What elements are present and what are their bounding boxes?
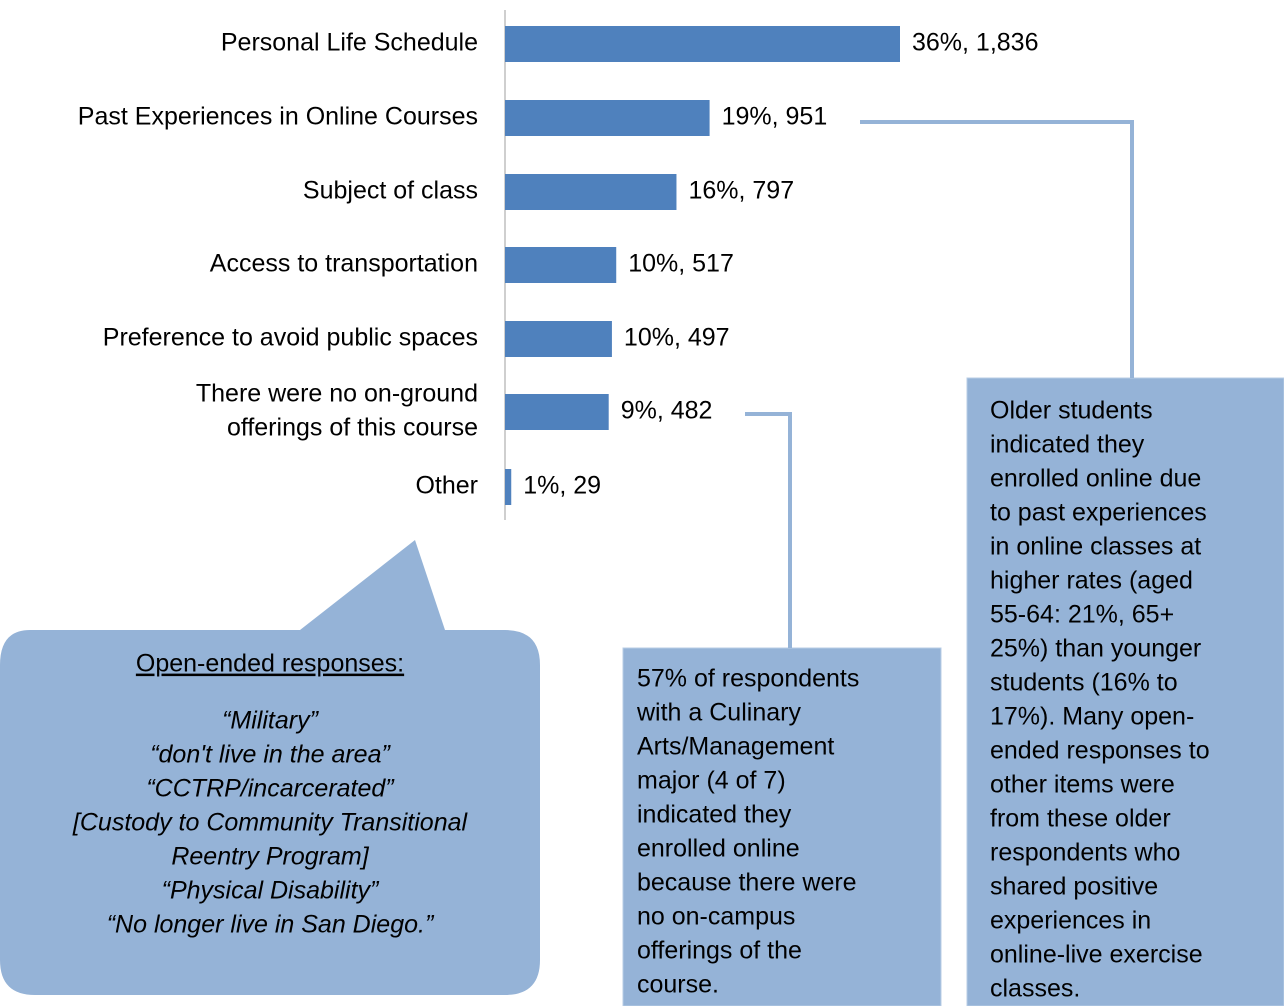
callout-line: shared positive	[990, 873, 1158, 901]
callout-line: 17%). Many open-	[990, 703, 1194, 731]
callout-line: with a Culinary	[636, 699, 801, 727]
value-label: 10%, 517	[628, 250, 734, 278]
callout-line: 55-64: 21%, 65+	[990, 601, 1174, 629]
bar	[505, 26, 900, 62]
value-label: 36%, 1,836	[912, 29, 1039, 57]
category-label: There were no on-ground	[196, 380, 478, 408]
callout-line: to past experiences	[990, 499, 1207, 527]
callout-line: higher rates (aged	[990, 567, 1193, 595]
category-label: Personal Life Schedule	[221, 29, 478, 57]
connector	[745, 412, 792, 648]
bar	[505, 469, 512, 505]
callout-line: “Physical Disability”	[162, 877, 380, 905]
callout-line: course.	[637, 971, 719, 999]
callout-line: experiences in	[990, 907, 1151, 935]
callout-line: Reentry Program]	[171, 843, 369, 871]
callout-line: online-live exercise	[990, 941, 1203, 969]
callout-line: “CCTRP/incarcerated”	[146, 775, 395, 803]
callout-line: major (4 of 7)	[637, 767, 786, 795]
callout-line: Older students	[990, 397, 1153, 425]
value-label: 1%, 29	[523, 472, 601, 500]
speech-bubble	[0, 540, 540, 995]
category-label: Preference to avoid public spaces	[103, 324, 478, 352]
bar	[505, 174, 677, 210]
callout-line: “Military”	[222, 707, 319, 735]
callout-line: enrolled online due	[990, 465, 1201, 493]
callout-line: students (16% to	[990, 669, 1178, 697]
callout-line: respondents who	[990, 839, 1180, 867]
value-label: 9%, 482	[621, 397, 713, 425]
callout-line: 25%) than younger	[990, 635, 1201, 663]
callout-line: 57% of respondents	[637, 665, 859, 693]
bar	[505, 394, 609, 430]
callout-line: indicated they	[990, 431, 1145, 459]
value-label: 19%, 951	[722, 103, 828, 131]
callout-box	[966, 377, 1284, 1006]
callout-line: enrolled online	[637, 835, 800, 863]
callout-line: other items were	[990, 771, 1175, 799]
callout-heading: Open-ended responses:	[136, 650, 404, 678]
callout-line: offerings of the	[637, 937, 802, 965]
bar	[505, 321, 612, 357]
callout-line: because there were	[637, 869, 857, 897]
bar	[505, 100, 710, 136]
callout-line: from these older	[990, 805, 1171, 833]
callout-line: no on-campus	[637, 903, 795, 931]
category-label: offerings of this course	[227, 414, 478, 442]
category-label: Past Experiences in Online Courses	[78, 103, 478, 131]
callout-line: indicated they	[637, 801, 792, 829]
callout-line: Arts/Management	[637, 733, 834, 761]
callout-line: classes.	[990, 975, 1080, 1003]
bar	[505, 247, 617, 283]
callout-line: “don't live in the area”	[150, 741, 391, 769]
value-label: 10%, 497	[624, 324, 730, 352]
callout-line: [Custody to Community Transitional	[72, 809, 469, 837]
category-label: Subject of class	[303, 177, 478, 205]
category-label: Access to transportation	[210, 250, 478, 278]
category-label: Other	[415, 472, 478, 500]
connector	[860, 120, 1134, 378]
value-label: 16%, 797	[688, 177, 794, 205]
callout-line: ended responses to	[990, 737, 1210, 765]
callout-line: “No longer live in San Diego.”	[107, 911, 435, 939]
callout-line: in online classes at	[990, 533, 1201, 561]
callout-box	[622, 647, 942, 1006]
